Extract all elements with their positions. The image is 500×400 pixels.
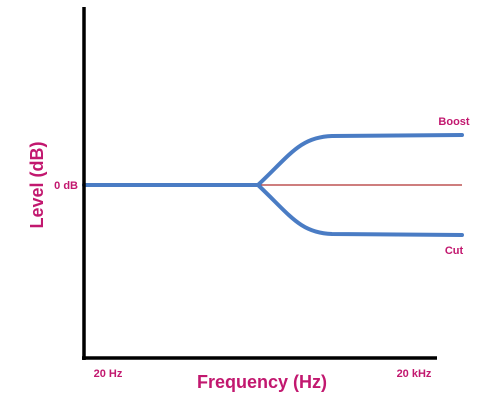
curve-label: Boost (438, 116, 470, 128)
cut-curve (82, 183, 464, 237)
y-axis-title: Level (dB) (27, 141, 47, 228)
x-label: 20 Hz (94, 368, 123, 380)
y-label: 0 dB (54, 180, 78, 192)
curve-label: Cut (445, 245, 464, 257)
x-axis-title: Frequency (Hz) (197, 372, 327, 392)
boost-curve (82, 133, 464, 187)
x-label: 20 kHz (397, 368, 432, 380)
